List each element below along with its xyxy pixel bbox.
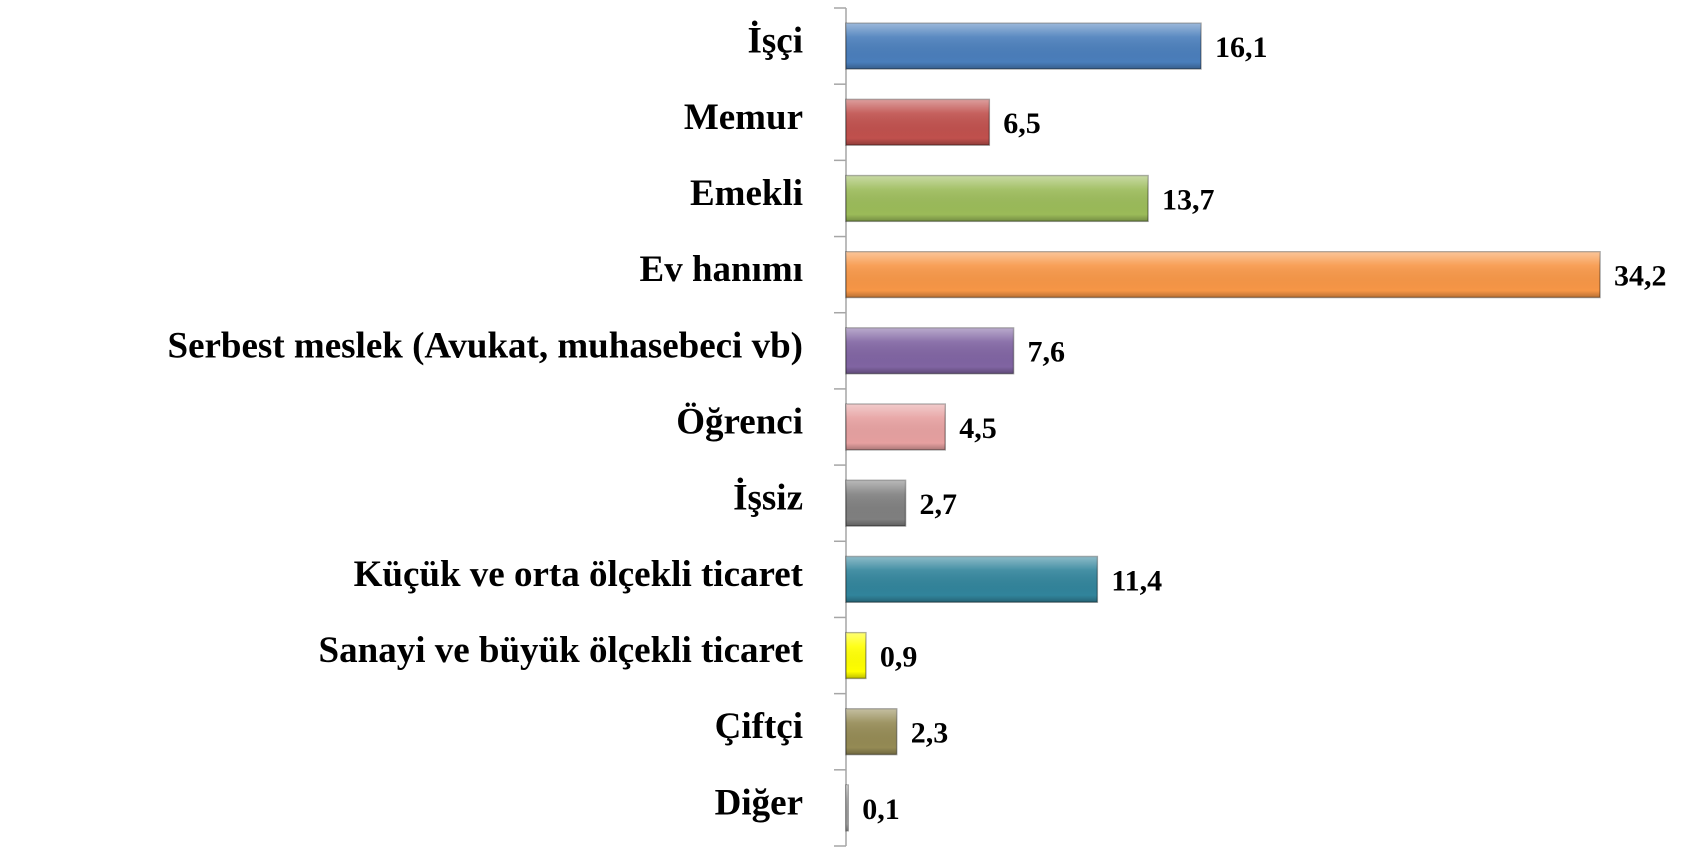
y-tick-label: İşçi (748, 20, 804, 62)
bar (845, 22, 1202, 70)
y-tick-label: Öğrenci (676, 401, 803, 442)
value-label: 4,5 (959, 412, 997, 445)
y-tick-label: İşsiz (733, 477, 803, 519)
y-tick-label: Çiftçi (715, 706, 803, 747)
value-label: 34,2 (1614, 260, 1667, 293)
y-tick-label: Diğer (715, 782, 803, 823)
bar (845, 174, 1149, 223)
value-label: 2,7 (920, 488, 958, 521)
bar (845, 98, 991, 146)
bar (845, 403, 946, 451)
bar (845, 479, 907, 527)
bar (845, 784, 849, 832)
value-label: 7,6 (1028, 336, 1066, 369)
y-tick-label: Küçük ve orta ölçekli ticaret (354, 554, 804, 595)
y-tick-label: Sanayi ve büyük ölçekli ticaret (319, 630, 804, 671)
value-label: 2,3 (911, 717, 949, 750)
y-tick-label: Memur (684, 97, 803, 138)
value-label: 13,7 (1162, 183, 1215, 216)
value-label: 0,1 (862, 793, 900, 826)
bar (845, 708, 898, 756)
value-label: 11,4 (1111, 564, 1162, 597)
bar (845, 631, 867, 680)
bar (845, 251, 1601, 299)
y-tick-label: Ev hanımı (640, 249, 803, 290)
value-label: 0,9 (880, 640, 918, 673)
y-tick-label: Emekli (690, 173, 803, 214)
bar (845, 555, 1099, 603)
y-tick-label: Serbest meslek (Avukat, muhasebeci vb) (168, 325, 804, 366)
value-label: 6,5 (1003, 107, 1041, 140)
bar (845, 327, 1015, 375)
value-label: 16,1 (1215, 31, 1268, 64)
